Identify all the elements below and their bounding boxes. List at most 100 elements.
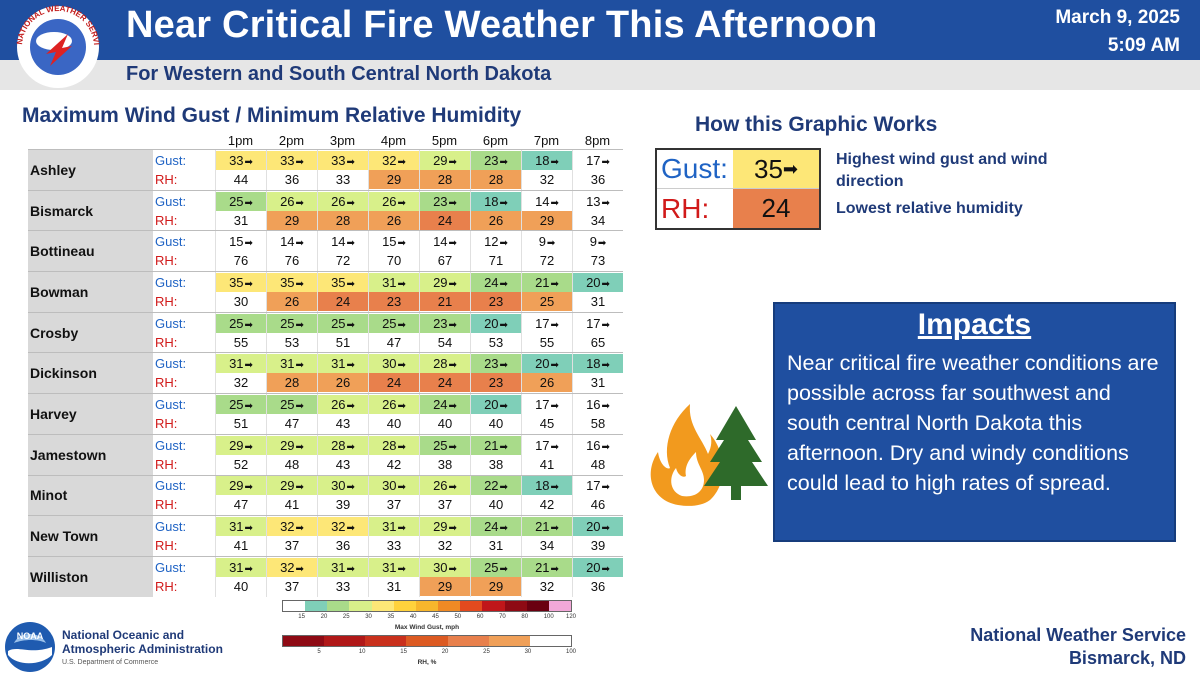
gust-value: 15➡ <box>369 232 419 251</box>
gust-number: 17 <box>586 478 601 494</box>
gust-number: 32 <box>280 519 295 535</box>
gust-value: 25➡ <box>318 313 368 333</box>
rh-label: RH: <box>155 334 178 350</box>
wind-arrow-icon: ➡ <box>499 523 508 535</box>
wind-arrow-icon: ➡ <box>499 563 508 575</box>
gust-number: 25 <box>484 559 499 575</box>
gust-value: 25➡ <box>216 313 266 333</box>
wind-arrow-icon: ➡ <box>448 156 457 168</box>
wind-arrow-icon: ➡ <box>244 319 253 331</box>
rh-value: 37 <box>284 578 300 594</box>
rh-value: 73 <box>590 253 606 269</box>
wind-arrow-icon: ➡ <box>244 360 253 372</box>
legend-swatch <box>447 636 489 646</box>
wind-arrow-icon: ➡ <box>295 197 304 209</box>
row-labels: Gust: RH: <box>154 150 215 190</box>
wind-arrow-icon: ➡ <box>244 400 253 412</box>
legend-swatch <box>548 601 572 611</box>
noaa-name-line1: National Oceanic and <box>62 628 185 642</box>
wind-arrow-icon: ➡ <box>397 563 406 575</box>
gust-value: 17➡ <box>573 314 623 333</box>
gust-label: Gust: <box>155 152 187 168</box>
rh-value: 37 <box>437 497 453 513</box>
gust-value: 16➡ <box>573 436 623 455</box>
rh-value: 36 <box>335 538 351 554</box>
rh-value: 32 <box>539 578 555 594</box>
wind-arrow-icon: ➡ <box>597 238 607 250</box>
rh-value: 51 <box>335 334 351 350</box>
table-row: Jamestown Gust: RH: 29➡ 52 29➡ 48 28➡ 43 28➡ 42 25➡… <box>28 433 623 475</box>
wind-arrow-icon: ➡ <box>346 360 355 372</box>
sample-gust-label: Gust: <box>661 153 728 184</box>
gust-number: 30 <box>382 478 397 494</box>
gust-value: 32➡ <box>267 517 317 537</box>
hour-header: 5pm <box>431 133 458 148</box>
gust-value: 35➡ <box>216 272 266 292</box>
wind-arrow-icon: ➡ <box>550 156 559 168</box>
gust-number: 17 <box>535 396 550 412</box>
gust-value: 31➡ <box>318 354 368 374</box>
office-line2: Bismarck, ND <box>1068 648 1186 668</box>
gust-number: 20 <box>586 559 601 575</box>
wind-arrow-icon: ➡ <box>397 482 406 494</box>
gust-value: 18➡ <box>522 150 572 170</box>
legend-swatch <box>529 636 571 646</box>
gust-value: 29➡ <box>267 435 317 455</box>
noaa-dept: U.S. Department of Commerce <box>62 659 159 666</box>
wind-arrow-icon: ➡ <box>499 400 508 412</box>
sample-rh-label: RH: <box>661 192 710 224</box>
rh-label: RH: <box>155 497 178 513</box>
legend-tick: 40 <box>409 614 417 620</box>
table-row: Minot Gust: RH: 29➡ 47 29➡ 41 30➡ 39 30➡ 37 26➡ 37 22… <box>28 474 623 516</box>
wind-arrow-icon: ➡ <box>397 523 406 535</box>
gust-value: 25➡ <box>369 313 419 333</box>
page-subtitle: For Western and South Central North Dako… <box>126 63 552 85</box>
row-labels: Gust: RH: <box>154 353 215 393</box>
wind-arrow-icon: ➡ <box>295 360 304 372</box>
gust-value: 30➡ <box>369 476 419 496</box>
gust-number: 31 <box>331 559 346 575</box>
wind-arrow-icon: ➡ <box>601 523 610 535</box>
legend-tick: 30 <box>365 614 372 620</box>
legend-tick: 60 <box>476 614 484 620</box>
rh-value: 41 <box>539 456 555 472</box>
rh-value: 40 <box>233 578 249 594</box>
gust-value: 14➡ <box>267 232 317 251</box>
gust-value: 20➡ <box>522 354 572 374</box>
explain-gust: Highest wind gust and wind direction <box>836 151 1048 190</box>
sample-rh-value: 24 <box>733 189 819 228</box>
page-title: Near Critical Fire Weather This Afternoo… <box>126 4 878 46</box>
rh-value: 40 <box>386 415 402 431</box>
wind-arrow-icon: ➡ <box>550 441 559 453</box>
rh-value: 23 <box>471 291 521 311</box>
gust-value: 28➡ <box>420 354 470 374</box>
gust-number: 29 <box>280 437 295 453</box>
gust-value: 32➡ <box>318 517 368 537</box>
wind-arrow-icon: ➡ <box>295 523 304 535</box>
rh-value: 21 <box>420 291 470 311</box>
gust-number: 35 <box>331 274 346 290</box>
rh-legend-ticks: 5 10 15 20 25 30 100 <box>282 647 576 659</box>
color-legend: 15 20 25 30 35 40 45 50 60 70 80 100 120 Max Wind Gus… <box>282 600 576 666</box>
gust-value: 31➡ <box>318 557 368 577</box>
rh-label: RH: <box>155 456 178 472</box>
gust-number: 35 <box>280 274 295 290</box>
wind-arrow-icon: ➡ <box>550 400 559 412</box>
gust-number: 23 <box>484 152 499 168</box>
rh-value: 53 <box>284 334 300 350</box>
wind-arrow-icon: ➡ <box>346 400 355 412</box>
wind-arrow-icon: ➡ <box>601 156 610 168</box>
legend-swatch <box>406 636 448 646</box>
gust-number: 33 <box>331 152 346 168</box>
gust-value: 15➡ <box>216 232 266 251</box>
rh-value: 26 <box>318 373 368 393</box>
rh-value: 65 <box>590 334 606 350</box>
rh-value: 51 <box>233 415 249 431</box>
rh-value: 32 <box>437 538 453 554</box>
rh-value: 34 <box>590 212 606 228</box>
gust-number: 33 <box>229 152 244 168</box>
gust-number: 20 <box>484 396 499 412</box>
gust-value: 14➡ <box>420 232 470 251</box>
wind-arrow-icon: ➡ <box>295 278 304 290</box>
gust-value: 20➡ <box>573 517 623 537</box>
